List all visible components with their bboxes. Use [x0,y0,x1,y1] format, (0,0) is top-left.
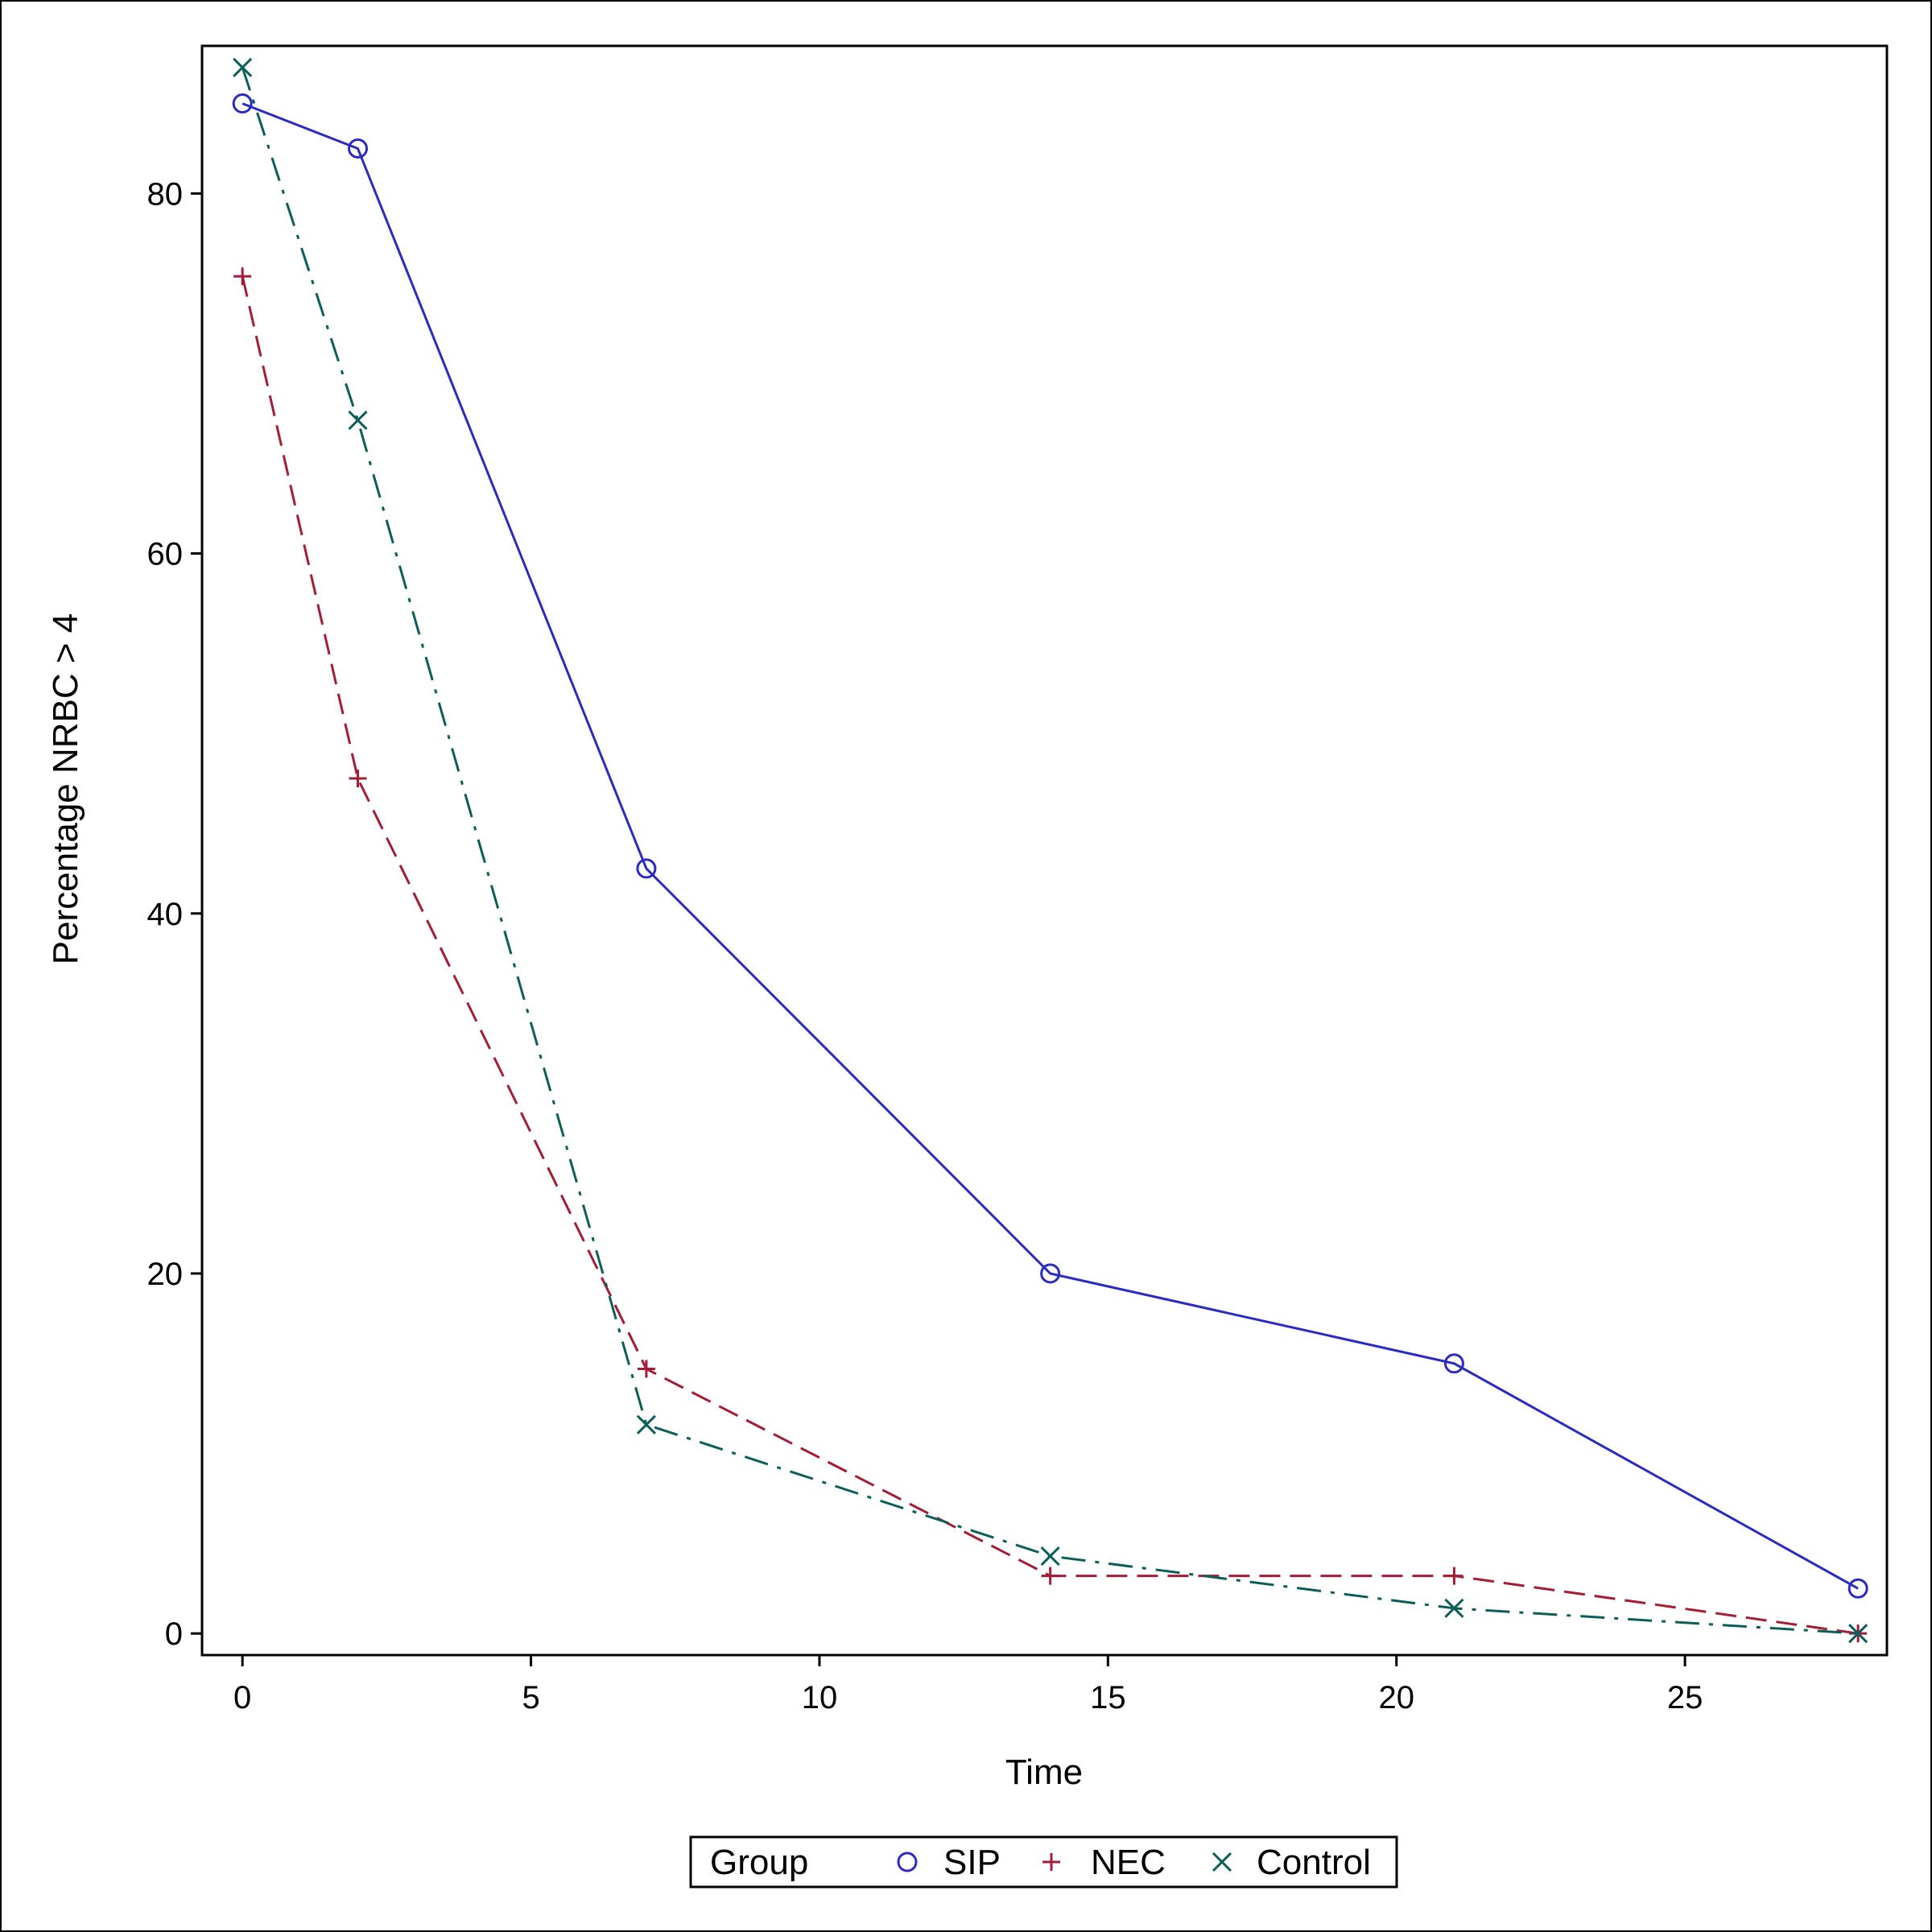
legend-marker-control [1212,1852,1232,1872]
plot-frame [200,44,1889,1657]
legend-items: SIP NEC Control [897,1843,1371,1882]
data-point-sip [1443,1353,1464,1374]
x-tick-label: 15 [1090,1680,1126,1715]
x-tick-label: 10 [802,1680,838,1715]
x-tick-label: 20 [1378,1680,1414,1715]
data-point-sip [1847,1578,1868,1599]
series-control [233,57,1868,1644]
series-nec [233,267,1868,1643]
series-sip [232,93,1868,1599]
legend-label-control: Control [1257,1843,1371,1882]
series-line-control [241,67,1859,1635]
legend: Group SIP NEC Control [689,1835,1398,1889]
legend-title: Group [710,1843,808,1882]
data-point-nec [637,1360,655,1378]
y-axis-title: Percentage NRBC > 4 [46,613,85,965]
data-point-control [233,57,253,77]
legend-marker-nec [1042,1853,1060,1871]
x-tick-label: 5 [522,1680,539,1715]
data-point-sip [348,138,369,159]
x-tick-label: 25 [1667,1680,1703,1715]
y-tick-label: 20 [147,1257,184,1292]
data-point-control [636,1414,656,1435]
y-tick-label: 80 [147,176,184,212]
legend-marker-sip [897,1852,918,1872]
y-tick-label: 40 [147,897,184,932]
legend-item-control: Control [1212,1843,1371,1882]
data-point-nec [1041,1567,1059,1585]
x-tick-label: 0 [233,1680,251,1715]
y-tick-label: 0 [165,1616,183,1652]
x-axis-title: Time [1005,1752,1083,1792]
data-point-control [1848,1624,1868,1644]
data-point-sip [232,93,253,114]
series-layer [232,57,1868,1644]
legend-item-sip: SIP [897,1843,1001,1882]
legend-item-nec: NEC [1042,1843,1166,1882]
data-point-nec [349,770,367,788]
data-point-control [1040,1546,1060,1567]
legend-label-sip: SIP [943,1843,1001,1882]
data-point-control [1444,1598,1464,1618]
data-point-sip [636,858,657,879]
series-line-nec [241,275,1859,1635]
data-point-control [348,411,368,431]
series-line-sip [242,102,1859,1590]
data-point-nec [1445,1567,1463,1585]
legend-label-nec: NEC [1091,1843,1166,1882]
data-point-nec [233,267,252,286]
data-point-sip [1040,1263,1061,1284]
y-tick-label: 60 [147,537,184,572]
axis-layer: 0 5 10 15 20 25 0 20 40 60 80 [147,176,1703,1715]
